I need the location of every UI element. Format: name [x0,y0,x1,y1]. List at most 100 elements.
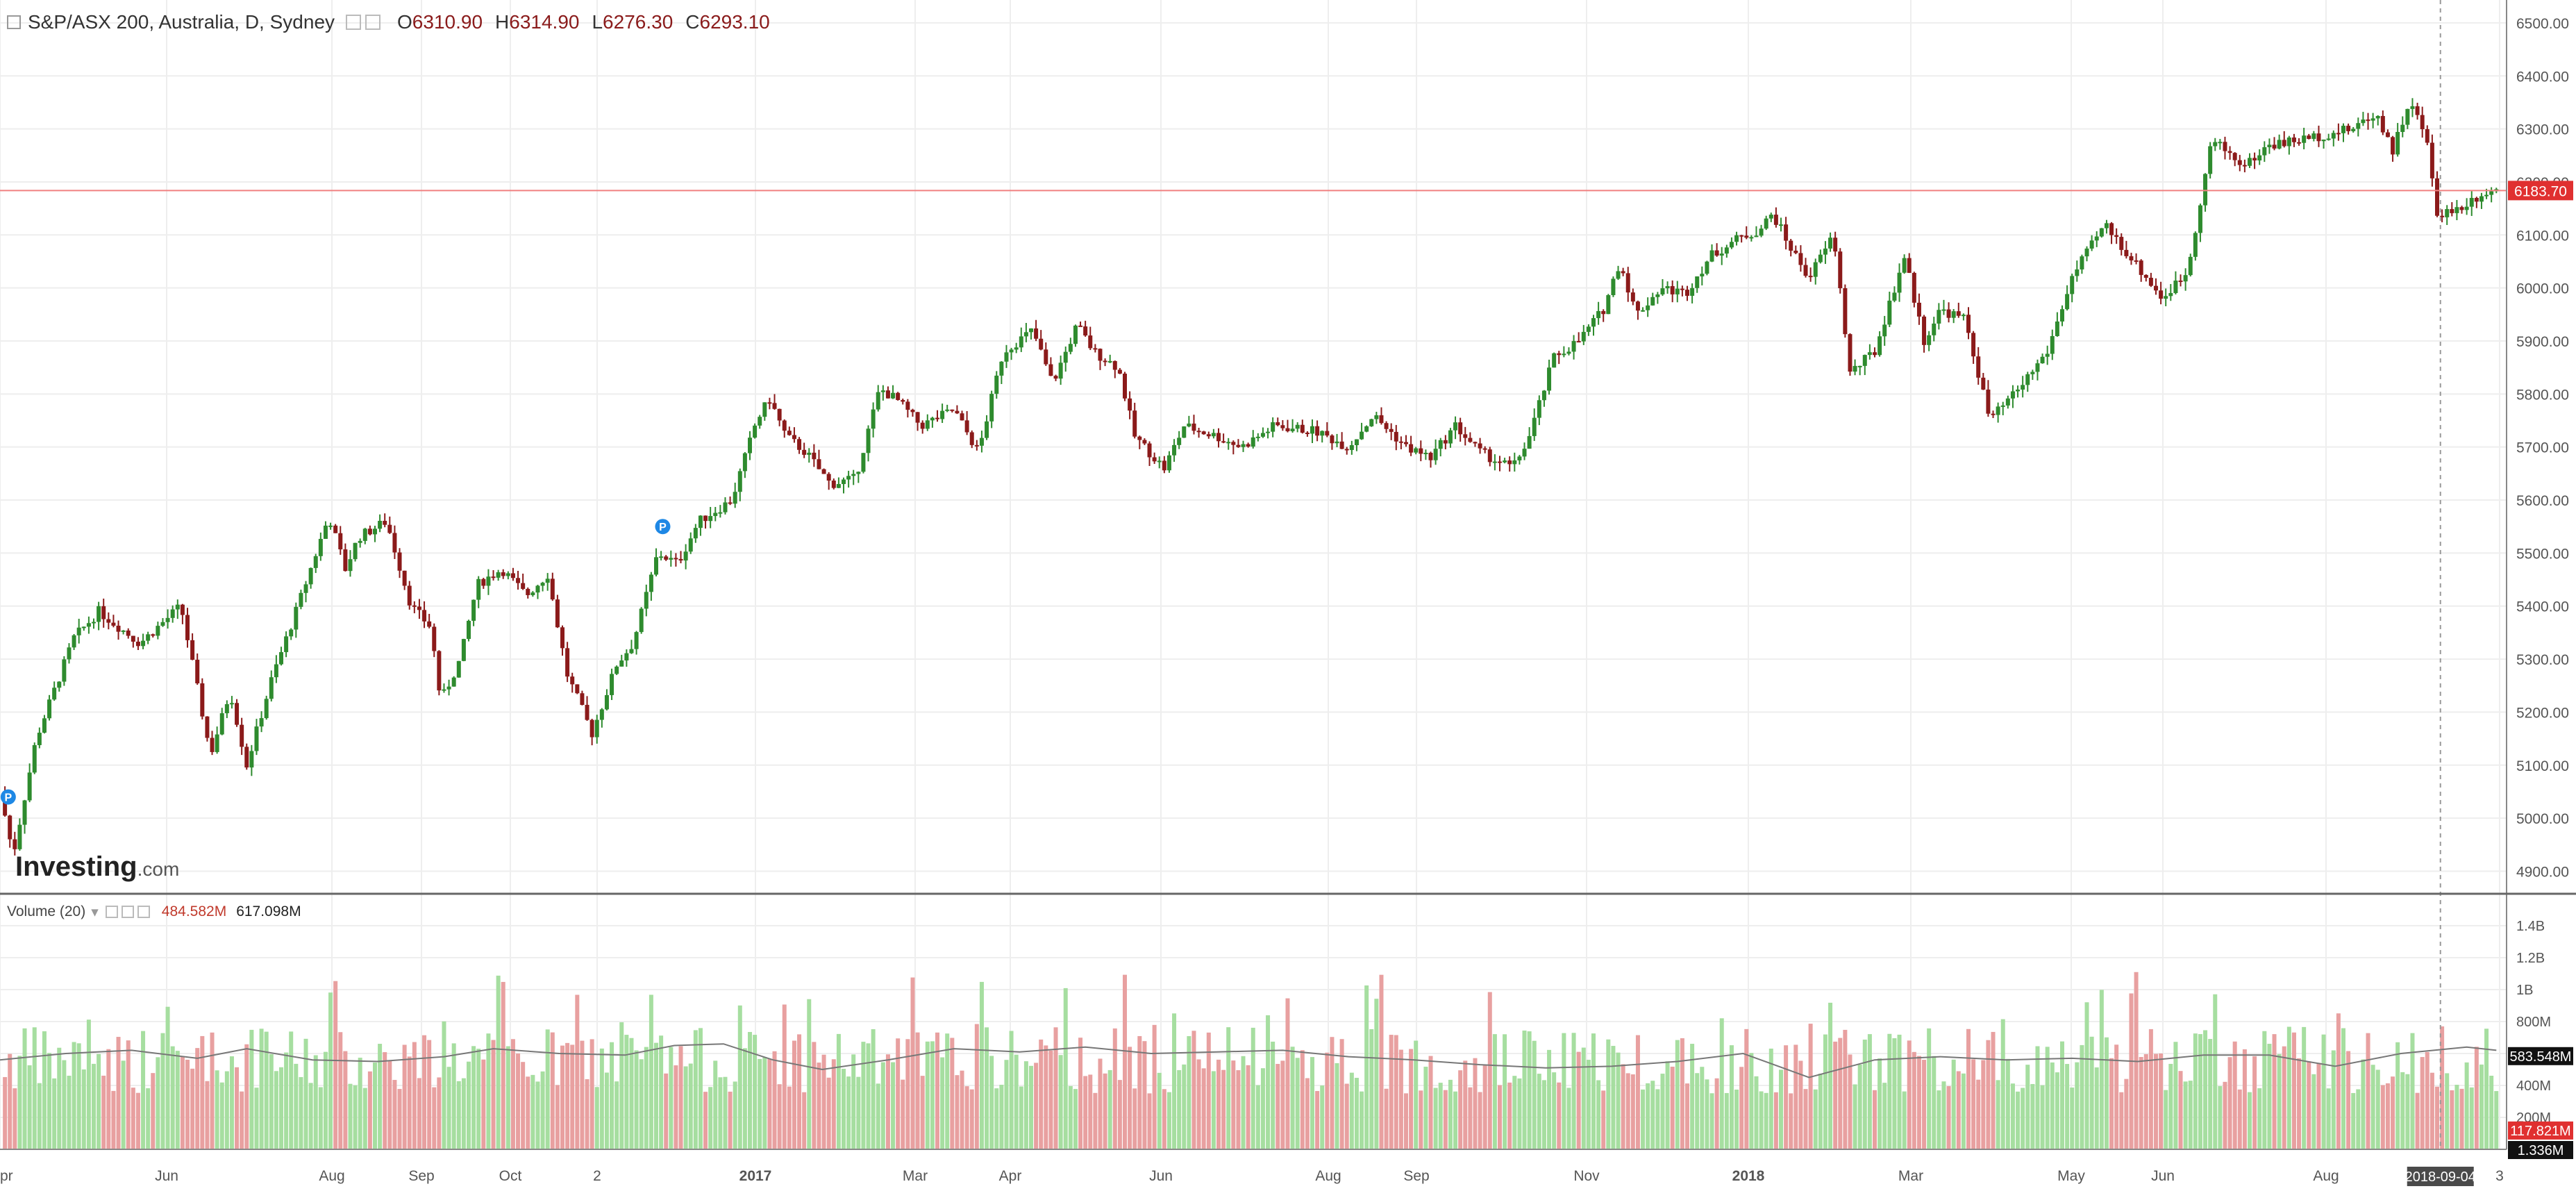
hide-icon[interactable] [365,15,381,30]
volume-bar [17,1056,22,1149]
volume-bar [610,1042,614,1149]
volume-bar [2040,1085,2045,1149]
volume-bar [728,1091,733,1149]
volume-bar [585,1078,589,1149]
candle-body [915,412,920,423]
volume-bar [333,981,338,1149]
candle-body [259,718,264,727]
candle-body [308,567,313,585]
candle-body [2173,281,2178,293]
volume-bar [1873,1090,1877,1149]
candle-body [1073,325,1078,344]
candle-body [1986,389,1991,414]
symbol-title[interactable]: S&P/ASX 200, Australia, D, Sydney [28,11,335,33]
candle-body [2139,260,2143,275]
volume-bar [1818,1073,1823,1149]
volume-bar [299,1076,303,1149]
volume-bar [2232,1041,2237,1149]
candle-body [792,435,796,440]
candle-body [1873,352,1877,356]
candle-body [1759,228,1764,236]
candle-body [1932,323,1937,335]
volume-bar [343,1051,348,1149]
volume-bar [960,1070,964,1149]
candle-body [1206,434,1211,437]
volume-close-icon[interactable] [137,906,150,918]
candle-body [817,459,821,469]
candle-body [693,528,698,539]
volume-bar [1487,992,1492,1149]
volume-bar [313,1055,318,1149]
volume-bar [1260,1068,1265,1149]
volume-bar [467,1061,471,1149]
candle-body [1398,441,1403,443]
settings-icon[interactable] [346,15,362,30]
candle-body [1507,460,1512,465]
volume-label[interactable]: Volume (20) [7,903,86,919]
candle-body [417,606,421,610]
volume-bar [876,1083,880,1149]
volume-bar [1128,1047,1132,1149]
time-axis-label: Sep [1403,1168,1429,1184]
candle-body [1714,250,1719,256]
candle-body [639,608,644,633]
chart-header: S&P/ASX 200, Australia, D, Sydney O6310.… [7,8,770,36]
candle-body [1635,301,1640,311]
collapse-icon[interactable] [7,15,21,29]
candle-body [2227,151,2232,153]
candle-body [476,578,481,600]
volume-bar [2267,1044,2272,1149]
volume-bar [842,1069,846,1149]
candle-body [156,626,160,636]
volume-bar [1552,1072,1557,1149]
candle-body [2159,290,2164,299]
volume-bar [2000,1019,2005,1149]
candle-body [1241,444,1246,447]
volume-bar [1576,1051,1581,1149]
volume-bar [1986,1040,1991,1149]
volume-settings-icon[interactable] [105,906,118,918]
volume-bar [1784,1045,1789,1149]
volume-bar [1828,1002,1833,1149]
volume-bar [2440,1026,2445,1149]
candle-body [1172,444,1177,456]
volume-bar [392,1080,397,1149]
volume-bar [2099,990,2104,1149]
volume-bar [2291,1032,2296,1149]
candle-body [146,634,151,641]
grid-lines [0,0,2507,1149]
volume-bar [1315,1091,1320,1149]
volume-bar [1044,1045,1048,1149]
candle-body [896,392,901,401]
volume-bar [748,1032,752,1149]
volume-bar [856,1076,861,1149]
volume-bar [866,1043,871,1149]
candle-body [2272,144,2277,149]
volume-bar [2094,1067,2099,1149]
candle-body [703,515,708,522]
volume-bar [1606,1039,1611,1149]
volume-hide-icon[interactable] [121,906,134,918]
volume-bar [505,1046,510,1149]
volume-bar [135,1092,140,1149]
candle-body [787,431,792,435]
candle-body [1295,424,1300,429]
candle-body [772,403,777,409]
volume-bar [1182,1064,1187,1149]
candle-body [2148,277,2153,286]
volume-bar [1813,1089,1818,1149]
volume-bar [1433,1088,1438,1149]
volume-bar [116,1037,121,1149]
candle-body [1330,435,1335,444]
candle-body [47,699,52,719]
candle-body [1862,355,1867,366]
volume-bar [383,1052,387,1149]
volume-bar [718,1077,723,1149]
volume-bar [1187,1035,1191,1149]
candle-body [688,538,693,552]
candle-body [2021,385,2025,390]
volume-bar [901,1079,905,1149]
indicator-lines [0,0,2507,1149]
candle-body [861,453,866,472]
